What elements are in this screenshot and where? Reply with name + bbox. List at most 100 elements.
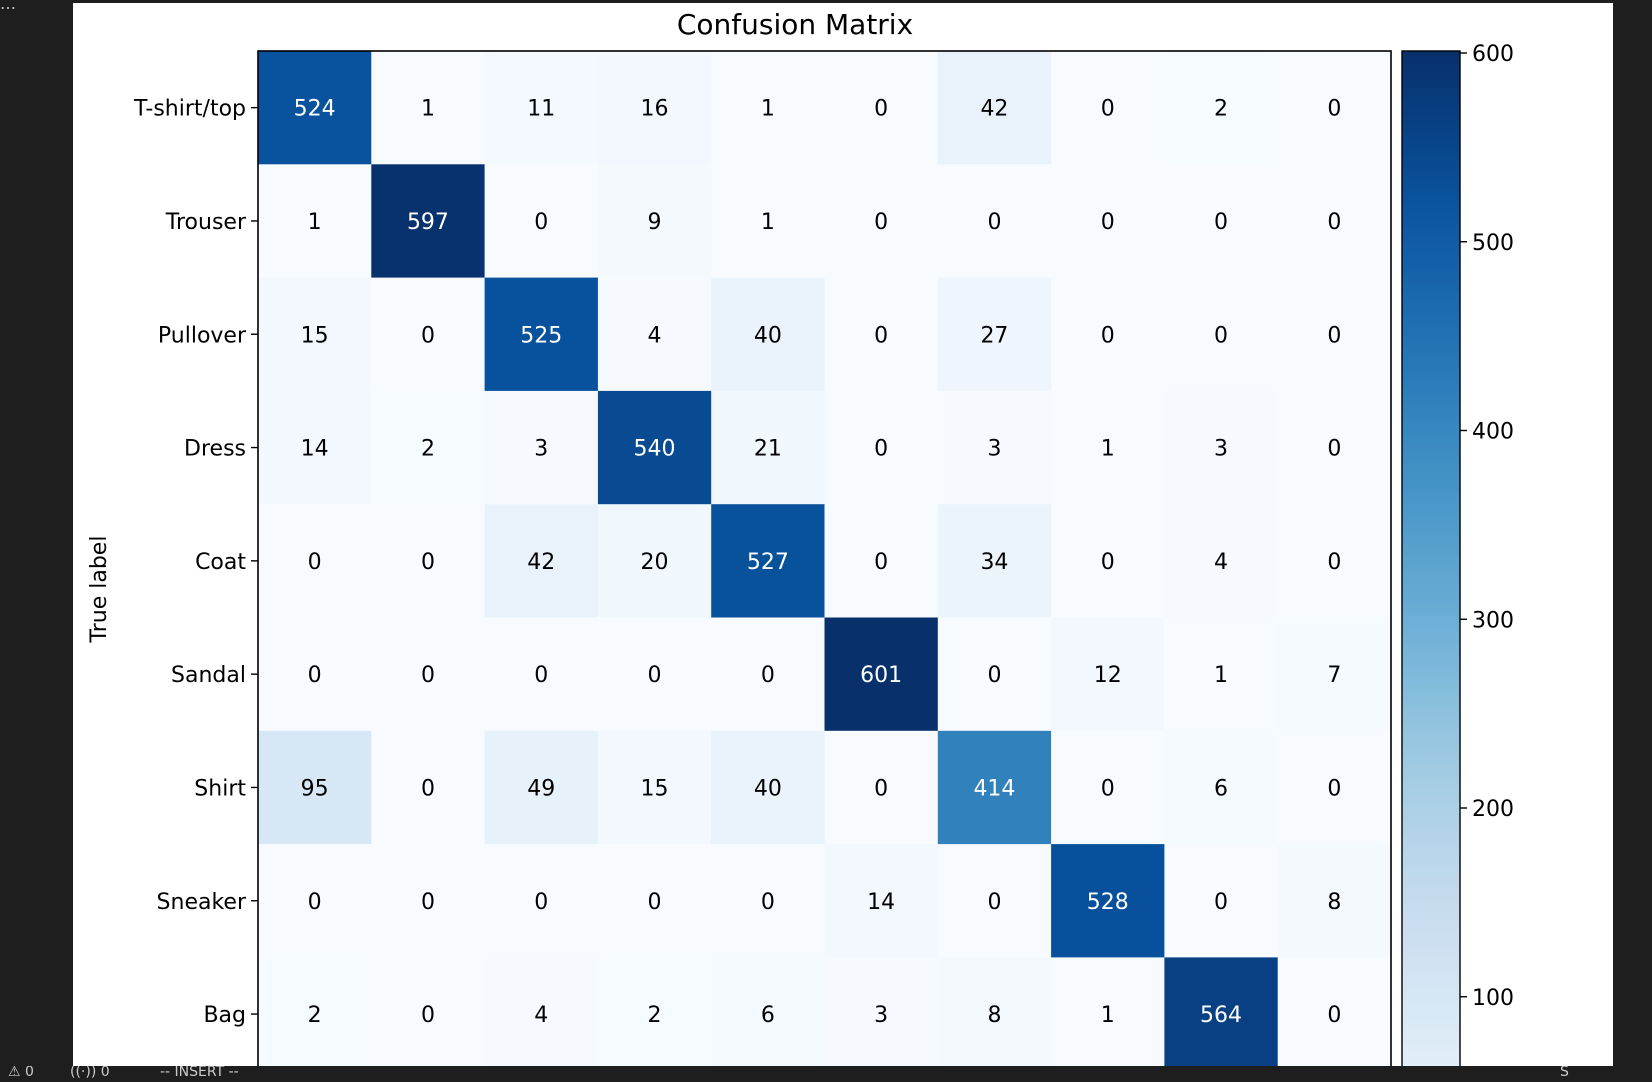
cell-value-label: 0 [421, 323, 435, 348]
cell-value-label: 0 [1327, 1003, 1341, 1028]
cell-value-label: 0 [1214, 323, 1228, 348]
heatmap-cell [937, 957, 1052, 1066]
heatmap-cell [1164, 504, 1279, 618]
cell-value-label: 540 [634, 437, 676, 462]
heatmap-cell [597, 277, 712, 392]
heatmap-cell [1164, 844, 1279, 958]
y-tick-label: Sandal [171, 663, 246, 688]
cell-value-label: 15 [301, 323, 329, 348]
heatmap-cell [1277, 957, 1392, 1066]
cell-value-label: 1 [761, 97, 775, 122]
heatmap-cell [258, 277, 372, 392]
cell-value-label: 1 [421, 97, 435, 122]
cell-value-label: 4 [648, 323, 662, 348]
problems-indicator[interactable]: ⚠ 0 [8, 1066, 34, 1080]
editor-mode-indicator: -- INSERT -- [160, 1066, 239, 1080]
y-tick-label: Dress [184, 437, 246, 462]
heatmap-cell [1051, 51, 1165, 165]
heatmap-cell [711, 390, 825, 505]
heatmap-cell [1051, 844, 1165, 958]
cell-value-label: 6 [1214, 776, 1228, 801]
y-tick-label: Coat [195, 550, 246, 575]
cell-value-label: 0 [761, 890, 775, 915]
cell-value-label: 0 [1327, 437, 1341, 462]
heatmap-cell [484, 51, 599, 165]
heatmap-cell [258, 730, 372, 845]
cell-value-label: 2 [1214, 97, 1228, 122]
cell-value-label: 524 [294, 97, 336, 122]
more-actions-icon[interactable]: … [0, 0, 16, 13]
cell-value-label: 2 [308, 1003, 322, 1028]
heatmap-cell [1277, 617, 1392, 732]
cell-value-label: 21 [754, 437, 782, 462]
heatmap-cell [1164, 617, 1279, 732]
heatmap-cell [1051, 957, 1165, 1066]
heatmap-cell [484, 617, 599, 732]
heatmap-cell [371, 504, 486, 618]
heatmap-cell [824, 504, 939, 618]
heatmap-cell [937, 390, 1052, 505]
cell-value-label: 0 [308, 663, 322, 688]
heatmap-cell [258, 504, 372, 618]
heatmap-cell [371, 51, 486, 165]
cell-value-label: 42 [980, 97, 1008, 122]
heatmap-cell [371, 617, 486, 732]
heatmap-cell [258, 164, 372, 279]
cell-value-label: 0 [1101, 323, 1115, 348]
colorbar: 100 200 300 400 500 600 [1401, 42, 1514, 1066]
heatmap-cell [371, 730, 486, 845]
heatmap-cell [597, 957, 712, 1066]
cell-value-label: 14 [301, 437, 329, 462]
confusion-matrix-figure: Confusion Matrix True label 524 1 11 16 1 0 42… [87, 8, 1514, 1066]
heatmap-cell [597, 390, 712, 505]
cell-value-label: 0 [648, 890, 662, 915]
heatmap-cell [371, 957, 486, 1066]
heatmap-cell [1277, 51, 1392, 165]
cell-value-label: 0 [874, 210, 888, 235]
cell-value-label: 8 [1327, 890, 1341, 915]
cell-value-label: 14 [867, 890, 895, 915]
ports-indicator[interactable]: ((·)) 0 [70, 1066, 110, 1080]
cell-value-label: 3 [1214, 437, 1228, 462]
heatmap-cell [597, 51, 712, 165]
cell-value-label: 20 [641, 550, 669, 575]
heatmap-cell [371, 844, 486, 958]
heatmap-cell [1277, 844, 1392, 958]
colorbar-tick-label: 500 [1472, 231, 1514, 256]
heatmap-cell [711, 504, 825, 618]
cell-value-label: 0 [874, 323, 888, 348]
chart-title: Confusion Matrix [677, 8, 913, 41]
heatmap-cell [824, 390, 939, 505]
heatmap-cell [1051, 504, 1165, 618]
heatmap-cell [1164, 51, 1279, 165]
heatmap-cell [937, 164, 1052, 279]
heatmap-cell [1164, 730, 1279, 845]
heatmap-cell [1164, 390, 1279, 505]
heatmap-cell [597, 617, 712, 732]
cell-value-label: 0 [987, 890, 1001, 915]
y-tick-labels: T-shirt/top Trouser Pullover Dress Coat Sanda… [133, 97, 258, 1028]
heatmap-cell [824, 277, 939, 392]
heatmap-cell [484, 164, 599, 279]
status-right-item[interactable]: S [1560, 1066, 1569, 1080]
cell-value-label: 9 [648, 210, 662, 235]
cell-value-label: 1 [1101, 437, 1115, 462]
cell-value-label: 414 [973, 776, 1015, 801]
heatmap-cell [937, 277, 1052, 392]
cell-value-label: 0 [874, 437, 888, 462]
colorbar-tick-label: 400 [1472, 420, 1514, 445]
heatmap-cell [824, 617, 939, 732]
plot-output-panel: Confusion Matrix True label 524 1 11 16 1 0 42… [73, 3, 1613, 1066]
cell-value-label: 3 [874, 1003, 888, 1028]
cell-value-label: 0 [308, 550, 322, 575]
heatmap-cell [1164, 957, 1279, 1066]
heatmap-cell [1051, 277, 1165, 392]
y-tick-label: Sneaker [157, 890, 247, 915]
cell-value-label: 0 [648, 663, 662, 688]
cell-value-label: 564 [1200, 1003, 1242, 1028]
cell-value-label: 0 [1101, 210, 1115, 235]
heatmap-cell [824, 844, 939, 958]
cell-value-label: 1 [308, 210, 322, 235]
heatmap-cell [1051, 164, 1165, 279]
cell-value-label: 42 [527, 550, 555, 575]
